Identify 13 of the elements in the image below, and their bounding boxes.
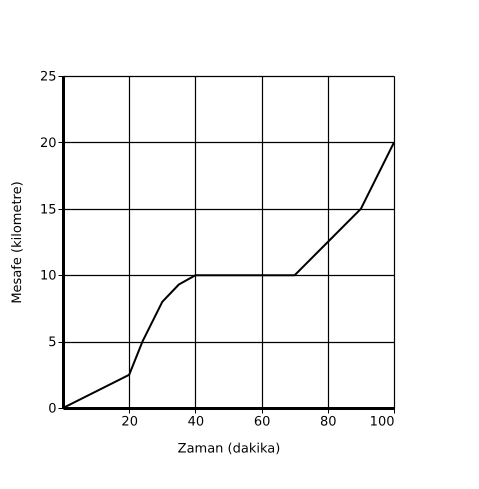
x-axis-title: Zaman (dakika) xyxy=(178,442,280,456)
y-tick-label: 15 xyxy=(40,202,56,218)
y-tick-label: 25 xyxy=(40,70,56,84)
x-tick-label: 80 xyxy=(320,414,337,430)
y-tick-label: 0 xyxy=(48,402,56,416)
x-tick-label: 60 xyxy=(254,414,270,430)
x-tick-label: 40 xyxy=(188,414,204,430)
x-tick-label: 20 xyxy=(121,414,138,430)
y-tick-label: 10 xyxy=(40,268,56,284)
y-axis-title: Mesafe (kilometre) xyxy=(10,181,25,304)
y-tick-label: 5 xyxy=(48,335,56,350)
y-tick-label: 20 xyxy=(40,136,56,151)
x-tick-label: 100 xyxy=(370,414,394,430)
